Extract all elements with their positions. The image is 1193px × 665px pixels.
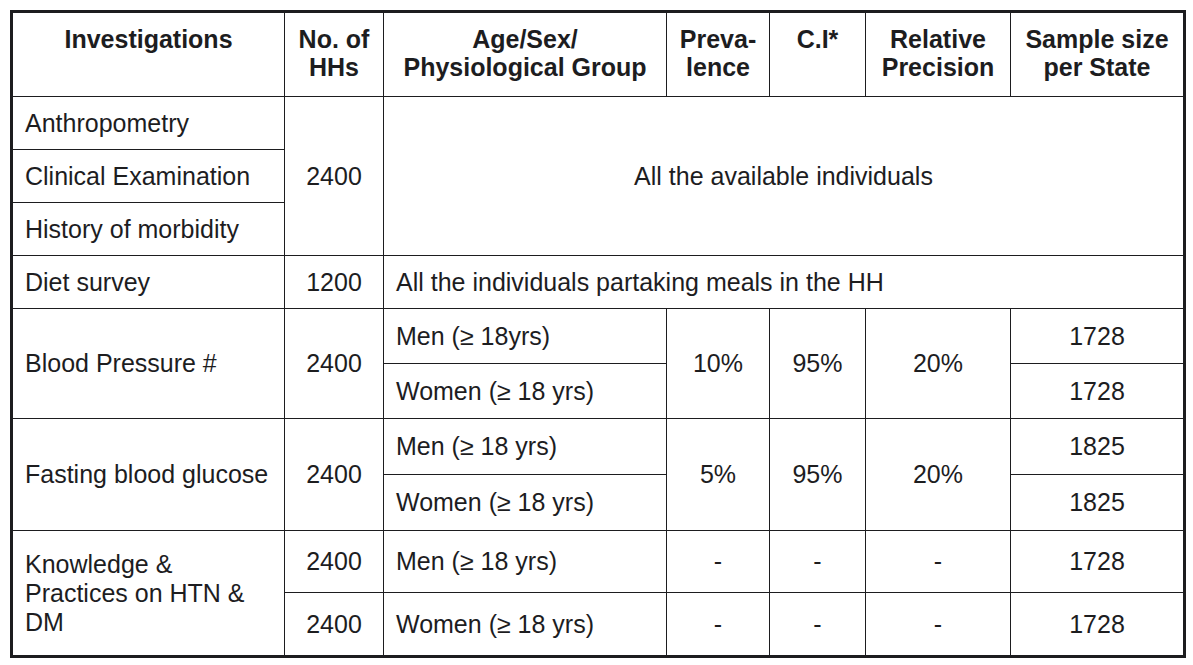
cell-kp-women-hhs: 2400: [285, 593, 384, 657]
cell-kp-men-group: Men (≥ 18 yrs): [384, 531, 667, 593]
row-knowledge-practices-men: Knowledge & Practices on HTN & DM 2400 M…: [12, 531, 1185, 593]
row-diet-survey: Diet survey 1200 All the individuals par…: [12, 256, 1185, 309]
header-cell-prevalence: Preva- lence: [667, 12, 770, 97]
row-fasting-glucose-men: Fasting blood glucose 2400 Men (≥ 18 yrs…: [12, 419, 1185, 475]
cell-fbg-prevalence: 5%: [667, 419, 770, 531]
cell-history-morbidity-label: History of morbidity: [12, 203, 285, 256]
cell-fbg-relative-precision: 20%: [866, 419, 1011, 531]
cell-kp-men-hhs: 2400: [285, 531, 384, 593]
cell-diet-hhs: 1200: [285, 256, 384, 309]
cell-bp-ci: 95%: [770, 309, 866, 419]
cell-bp-women-sample-size: 1728: [1011, 364, 1185, 419]
sampling-plan-table: Investigations No. of HHs Age/Sex/ Physi…: [10, 10, 1186, 658]
cell-kp-men-prevalence: -: [667, 531, 770, 593]
header-cell-investigations: Investigations: [12, 12, 285, 97]
cell-fbg-women-sample-size: 1825: [1011, 475, 1185, 531]
header-row: Investigations No. of HHs Age/Sex/ Physi…: [12, 12, 1185, 97]
cell-kp-women-sample-size: 1728: [1011, 593, 1185, 657]
header-cell-age-sex-group: Age/Sex/ Physiological Group: [384, 12, 667, 97]
cell-bp-label: Blood Pressure #: [12, 309, 285, 419]
cell-kp-women-group: Women (≥ 18 yrs): [384, 593, 667, 657]
row-anthropometry: Anthropometry 2400 All the available ind…: [12, 97, 1185, 150]
cell-diet-label: Diet survey: [12, 256, 285, 309]
cell-bp-men-group: Men (≥ 18yrs): [384, 309, 667, 364]
cell-kp-women-relative-precision: -: [866, 593, 1011, 657]
page: Investigations No. of HHs Age/Sex/ Physi…: [0, 0, 1193, 665]
cell-census-coverage-note: All the available individuals: [384, 97, 1185, 256]
header-cell-sample-size: Sample size per State: [1011, 12, 1185, 97]
cell-fbg-ci: 95%: [770, 419, 866, 531]
cell-bp-prevalence: 10%: [667, 309, 770, 419]
cell-fbg-label: Fasting blood glucose: [12, 419, 285, 531]
cell-bp-women-group: Women (≥ 18 yrs): [384, 364, 667, 419]
cell-bp-hhs: 2400: [285, 309, 384, 419]
cell-census-hhs: 2400: [285, 97, 384, 256]
cell-kp-label: Knowledge & Practices on HTN & DM: [12, 531, 285, 657]
cell-kp-men-sample-size: 1728: [1011, 531, 1185, 593]
cell-kp-men-relative-precision: -: [866, 531, 1011, 593]
header-cell-no-of-hhs: No. of HHs: [285, 12, 384, 97]
cell-kp-men-ci: -: [770, 531, 866, 593]
row-blood-pressure-men: Blood Pressure # 2400 Men (≥ 18yrs) 10% …: [12, 309, 1185, 364]
cell-diet-coverage-note: All the individuals partaking meals in t…: [384, 256, 1185, 309]
cell-kp-women-prevalence: -: [667, 593, 770, 657]
cell-bp-relative-precision: 20%: [866, 309, 1011, 419]
header-cell-relative-precision: Relative Precision: [866, 12, 1011, 97]
cell-anthropometry-label: Anthropometry: [12, 97, 285, 150]
cell-bp-men-sample-size: 1728: [1011, 309, 1185, 364]
header-cell-ci: C.I*: [770, 12, 866, 97]
cell-clinical-examination-label: Clinical Examination: [12, 150, 285, 203]
cell-fbg-men-sample-size: 1825: [1011, 419, 1185, 475]
cell-fbg-men-group: Men (≥ 18 yrs): [384, 419, 667, 475]
cell-fbg-women-group: Women (≥ 18 yrs): [384, 475, 667, 531]
cell-kp-women-ci: -: [770, 593, 866, 657]
cell-fbg-hhs: 2400: [285, 419, 384, 531]
